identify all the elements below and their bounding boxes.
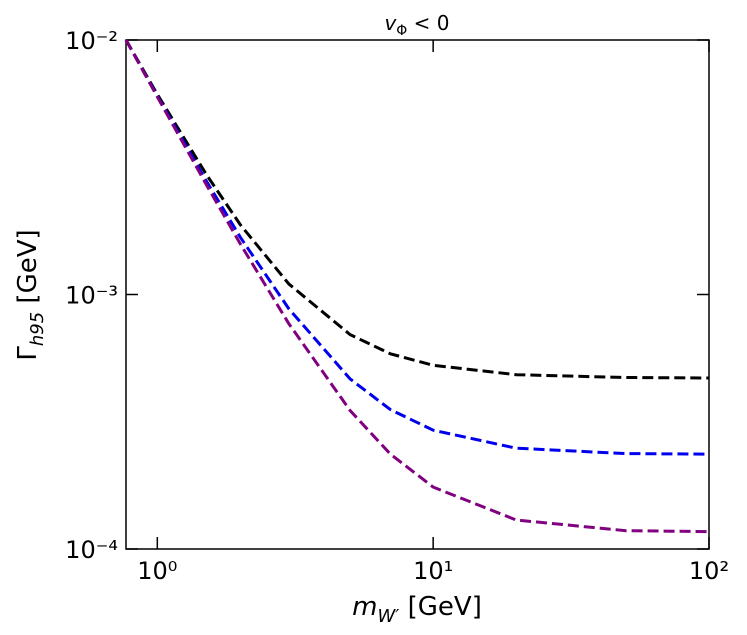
series-line xyxy=(124,39,710,380)
xlabel-subscript: W′ xyxy=(377,606,399,627)
y-tick-label: 10⁻² xyxy=(65,27,118,55)
xlabel-rest: [GeV] xyxy=(399,592,481,622)
ylabel-rest: [GeV] xyxy=(13,229,43,311)
ylabel-subscript: h95 xyxy=(27,312,48,346)
series-line xyxy=(124,39,710,456)
xlabel-symbol: m xyxy=(352,592,377,622)
x-axis-label: mW′ [GeV] xyxy=(352,592,482,627)
title-symbol: v xyxy=(384,11,397,35)
x-tick-label: 10² xyxy=(689,557,729,585)
series-line xyxy=(124,39,710,534)
title-rest: < 0 xyxy=(407,11,449,35)
x-tick-label: 10¹ xyxy=(413,557,453,585)
title-subscript: Φ xyxy=(396,23,407,39)
y-tick-label: 10⁻³ xyxy=(65,282,118,310)
chart-title: vΦ < 0 xyxy=(384,11,449,39)
y-tick-label: 10⁻⁴ xyxy=(65,536,118,564)
plot-frame xyxy=(125,39,710,550)
ylabel-symbol: Γ xyxy=(13,346,43,361)
y-axis-label: Γh95 [GeV] xyxy=(13,229,48,360)
x-tick-label: 10⁰ xyxy=(137,557,177,585)
